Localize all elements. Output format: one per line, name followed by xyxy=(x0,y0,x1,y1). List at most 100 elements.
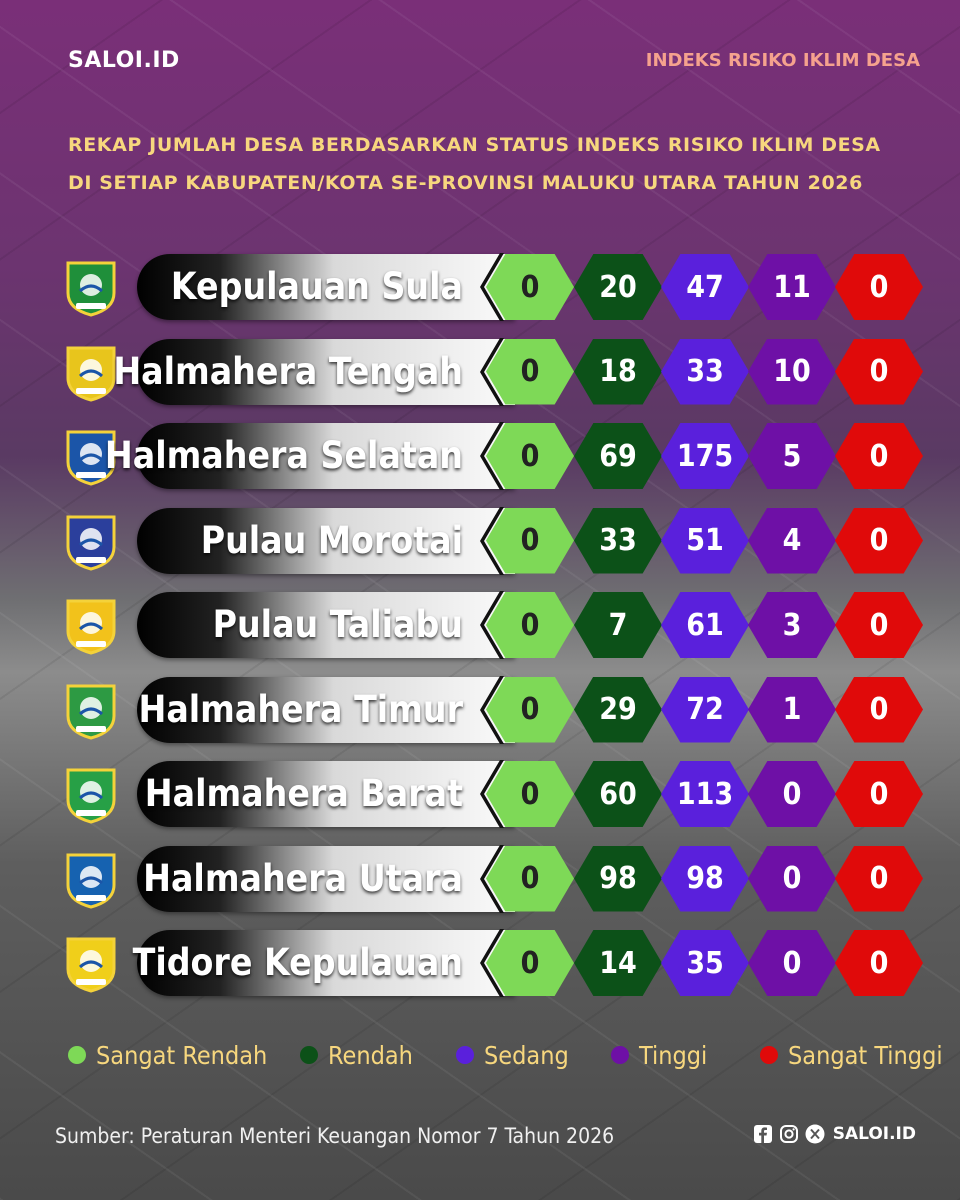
social-links: SALOI.ID xyxy=(753,1124,916,1144)
region-bar: Tidore Kepulauan xyxy=(133,930,515,996)
region-bar: Halmahera Barat xyxy=(137,761,515,827)
legend-item: Rendah xyxy=(300,1038,413,1072)
status-cell-tinggi: 5 xyxy=(748,423,836,489)
regency-emblem-icon xyxy=(66,430,116,486)
legend-item: Tinggi xyxy=(611,1038,707,1072)
legend-item: Sangat Tinggi xyxy=(760,1038,943,1072)
region-bar: Halmahera Tengah xyxy=(113,338,515,405)
chevron-left-icon xyxy=(480,337,504,406)
regency-emblem-icon xyxy=(66,768,116,824)
regency-emblem-icon xyxy=(66,515,116,571)
status-cell-tinggi: 1 xyxy=(748,676,836,743)
region-bar: Halmahera Selatan xyxy=(105,423,515,489)
status-cell-sangat-tinggi: 0 xyxy=(835,338,923,405)
instagram-icon[interactable] xyxy=(779,1124,799,1144)
status-cell-tinggi: 10 xyxy=(748,338,836,405)
status-cell-sangat-rendah: 0 xyxy=(486,930,574,996)
legend-dot xyxy=(456,1046,474,1064)
topic-label: INDEKS RISIKO IKLIM DESA xyxy=(645,50,920,71)
title-line-1: REKAP JUMLAH DESA BERDASARKAN STATUS IND… xyxy=(68,134,881,156)
status-cell-rendah: 7 xyxy=(574,592,662,658)
status-cell-sangat-rendah: 0 xyxy=(486,761,574,827)
table-row: Halmahera Tengah 0 18 33 10 0 xyxy=(0,337,960,407)
region-bar: Pulau Morotai xyxy=(137,507,515,574)
chevron-left-icon xyxy=(480,422,504,490)
title-line-2: DI SETIAP KABUPATEN/KOTA SE-PROVINSI MAL… xyxy=(68,172,863,194)
status-cell-sangat-rendah: 0 xyxy=(486,338,574,405)
legend-label: Sedang xyxy=(484,1040,569,1070)
status-cell-sangat-rendah: 0 xyxy=(486,507,574,574)
region-bar: Halmahera Utara xyxy=(137,845,515,912)
regency-emblem-icon xyxy=(66,684,116,740)
legend: Sangat Rendah Rendah Sedang Tinggi Sanga… xyxy=(0,1038,960,1072)
status-cell-sangat-rendah: 0 xyxy=(486,254,574,320)
chevron-left-icon xyxy=(480,844,504,913)
status-cell-rendah: 98 xyxy=(574,845,662,912)
status-cell-sangat-tinggi: 0 xyxy=(835,761,923,827)
regency-emblem-icon xyxy=(66,346,116,402)
status-cell-sedang: 113 xyxy=(661,761,749,827)
table-row: Halmahera Utara 0 98 98 0 0 xyxy=(0,844,960,914)
legend-label: Sangat Tinggi xyxy=(788,1040,943,1070)
chevron-left-icon xyxy=(480,253,504,321)
chevron-left-icon xyxy=(480,675,504,744)
status-cell-tinggi: 0 xyxy=(748,845,836,912)
region-bar: Halmahera Timur xyxy=(137,676,515,743)
status-cell-rendah: 69 xyxy=(574,423,662,489)
legend-label: Tinggi xyxy=(639,1040,708,1070)
facebook-icon[interactable] xyxy=(753,1124,773,1144)
region-name: Pulau Taliabu xyxy=(212,603,463,646)
status-cell-sangat-tinggi: 0 xyxy=(835,423,923,489)
chevron-left-icon xyxy=(480,929,504,997)
status-cell-sangat-rendah: 0 xyxy=(486,676,574,743)
status-cell-rendah: 18 xyxy=(574,338,662,405)
table-row: Halmahera Barat 0 60 113 0 0 xyxy=(0,759,960,829)
legend-item: Sedang xyxy=(456,1038,569,1072)
regency-emblem-icon xyxy=(66,599,116,655)
status-cell-rendah: 14 xyxy=(574,930,662,996)
status-cell-rendah: 60 xyxy=(574,761,662,827)
status-cell-sangat-tinggi: 0 xyxy=(835,254,923,320)
status-cell-tinggi: 11 xyxy=(748,254,836,320)
region-name: Halmahera Timur xyxy=(138,687,463,731)
region-bar: Kepulauan Sula xyxy=(137,254,515,320)
chart-title: REKAP JUMLAH DESA BERDASARKAN STATUS IND… xyxy=(68,126,928,202)
legend-dot xyxy=(760,1046,778,1064)
status-cell-sedang: 72 xyxy=(661,676,749,743)
legend-item: Sangat Rendah xyxy=(68,1038,267,1072)
status-cell-rendah: 29 xyxy=(574,676,662,743)
status-cell-sedang: 35 xyxy=(661,930,749,996)
region-name: Kepulauan Sula xyxy=(170,265,463,308)
chevron-left-icon xyxy=(480,591,504,659)
table-row: Halmahera Selatan 0 69 175 5 0 xyxy=(0,421,960,491)
social-handle: SALOI.ID xyxy=(832,1124,916,1144)
status-cell-tinggi: 3 xyxy=(748,592,836,658)
brand-logo: SALOI.ID xyxy=(68,48,180,73)
status-cell-sangat-rendah: 0 xyxy=(486,845,574,912)
region-name: Halmahera Tengah xyxy=(113,349,463,393)
status-cell-sangat-tinggi: 0 xyxy=(835,507,923,574)
status-cell-sangat-tinggi: 0 xyxy=(835,845,923,912)
regency-emblem-icon xyxy=(66,261,116,317)
status-cell-sangat-tinggi: 0 xyxy=(835,930,923,996)
regency-emblem-icon xyxy=(66,853,116,909)
status-cell-rendah: 20 xyxy=(574,254,662,320)
region-name: Tidore Kepulauan xyxy=(132,941,463,984)
status-cell-rendah: 33 xyxy=(574,507,662,574)
status-cell-sangat-rendah: 0 xyxy=(486,592,574,658)
source-note: Sumber: Peraturan Menteri Keuangan Nomor… xyxy=(55,1124,615,1148)
status-cell-sangat-tinggi: 0 xyxy=(835,676,923,743)
table-row: Halmahera Timur 0 29 72 1 0 xyxy=(0,675,960,745)
chevron-left-icon xyxy=(480,506,504,575)
status-cell-tinggi: 0 xyxy=(748,930,836,996)
status-cell-sedang: 61 xyxy=(661,592,749,658)
status-cell-sedang: 47 xyxy=(661,254,749,320)
legend-label: Sangat Rendah xyxy=(96,1040,268,1070)
x-icon[interactable] xyxy=(805,1124,825,1144)
chevron-left-icon xyxy=(480,760,504,828)
table-row: Kepulauan Sula 0 20 47 11 0 xyxy=(0,252,960,322)
status-cell-sedang: 98 xyxy=(661,845,749,912)
status-cell-tinggi: 4 xyxy=(748,507,836,574)
table-row: Pulau Taliabu 0 7 61 3 0 xyxy=(0,590,960,660)
legend-dot xyxy=(300,1046,318,1064)
